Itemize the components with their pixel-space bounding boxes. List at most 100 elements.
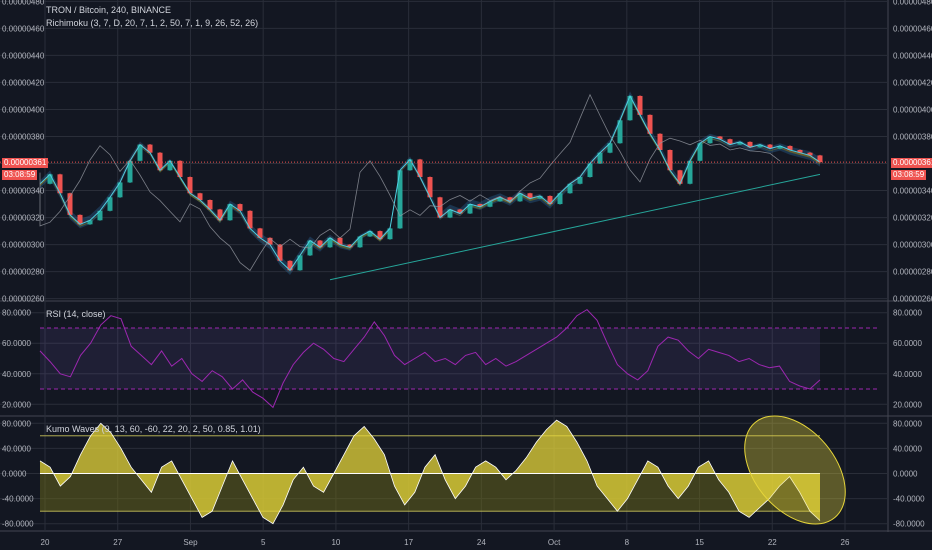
- trend-line: [329, 173, 821, 281]
- candle-body: [317, 240, 323, 248]
- y-tick-label-left: 0.00000480: [2, 0, 45, 6]
- candle-body: [497, 197, 503, 202]
- x-tick-label: 27: [113, 538, 122, 547]
- candle-body: [127, 160, 133, 183]
- candle-body: [97, 210, 103, 221]
- kumo-waves-indicator-label[interactable]: Kumo Waves (9, 13, 60, -60, 22, 20, 2, 5…: [46, 424, 261, 434]
- candle-body: [207, 200, 213, 210]
- candle-body: [737, 141, 743, 145]
- y-tick-label-right: -40.0000: [893, 495, 925, 504]
- y-tick-label-left: 0.00000380: [2, 132, 45, 141]
- y-tick-label-left: 0.00000460: [2, 24, 45, 33]
- candle-body: [487, 201, 493, 207]
- candle-body: [657, 133, 663, 150]
- x-tick-label: 26: [841, 538, 850, 547]
- y-tick-label-right: 80.0000: [893, 419, 922, 428]
- y-tick-label-left: 40.0000: [2, 444, 31, 453]
- candle-body: [147, 144, 153, 153]
- candle-body: [197, 193, 203, 200]
- candle-body: [677, 170, 683, 184]
- lagging-span-line: [39, 93, 781, 272]
- y-tick-label-right: 40.0000: [893, 444, 922, 453]
- y-tick-label-left: 0.0000: [2, 470, 27, 479]
- candle-body: [817, 155, 823, 163]
- candle-body: [637, 95, 643, 115]
- candle-body: [87, 220, 93, 225]
- candle-body: [407, 159, 413, 171]
- y-tick-label-right: 0.00000380: [893, 132, 932, 141]
- candle-body: [787, 145, 793, 150]
- x-tick-label: Sep: [183, 538, 198, 547]
- highlight-ellipse: [744, 415, 846, 525]
- y-tick-label-right: 20.0000: [893, 400, 922, 409]
- candle-body: [77, 214, 83, 225]
- kumo-wave-line: [39, 419, 821, 525]
- candle-body: [137, 144, 143, 161]
- candle-body: [467, 204, 473, 214]
- x-tick-label: 17: [404, 538, 413, 547]
- y-tick-label-right: 0.00000460: [893, 24, 932, 33]
- candle-body: [167, 160, 173, 171]
- candle-body: [557, 193, 563, 205]
- candle-body: [577, 177, 583, 184]
- candle-body: [777, 145, 783, 149]
- rsi-band: [40, 327, 820, 390]
- candle-body: [187, 177, 193, 194]
- y-tick-label-left: 0.00000420: [2, 78, 45, 87]
- x-tick-label: 10: [331, 538, 340, 547]
- x-tick-label: 20: [41, 538, 50, 547]
- y-tick-label-right: 0.00000400: [893, 105, 932, 114]
- x-tick-label: 8: [625, 538, 630, 547]
- rsi-line: [39, 308, 821, 409]
- candle-body: [537, 195, 543, 199]
- candle-body: [617, 120, 623, 144]
- candle-body: [507, 197, 513, 202]
- candle-body: [367, 231, 373, 237]
- candle-body: [687, 160, 693, 184]
- candle-body: [117, 182, 123, 198]
- kumo-wave-area: [40, 420, 820, 524]
- candle-body: [337, 237, 343, 245]
- candle-body: [417, 159, 423, 178]
- candle-body: [357, 236, 363, 248]
- y-tick-label-left: 80.0000: [2, 419, 31, 428]
- candle-body: [727, 139, 733, 145]
- x-tick-label: 24: [477, 538, 486, 547]
- y-tick-label-right: 0.00000420: [893, 78, 932, 87]
- y-tick-label-right: 0.00000480: [893, 0, 932, 6]
- candle-body: [297, 255, 303, 271]
- candle-body: [597, 152, 603, 164]
- y-tick-label-left: 80.0000: [2, 309, 31, 318]
- candle-body: [767, 144, 773, 149]
- x-tick-label: Oct: [548, 538, 561, 547]
- y-tick-label-right: 0.00000320: [893, 214, 932, 223]
- y-tick-label-left: 60.0000: [2, 339, 31, 348]
- candle-body: [57, 174, 63, 194]
- candle-body: [237, 204, 243, 211]
- candle-body: [667, 150, 673, 171]
- candle-body: [277, 244, 283, 261]
- ichimoku-indicator-label[interactable]: Richimoku (3, 7, D, 20, 7, 1, 2, 50, 7, …: [46, 18, 259, 28]
- y-tick-label-right: -80.0000: [893, 520, 925, 529]
- y-tick-label-right: 40.0000: [893, 370, 922, 379]
- chart-title: TRON / Bitcoin, 240, BINANCE: [46, 5, 172, 15]
- candle-body: [627, 95, 633, 121]
- candle-body: [747, 141, 753, 148]
- y-tick-label-left: 0.00000440: [2, 51, 45, 60]
- y-tick-label-right: 0.00000260: [893, 295, 932, 304]
- y-tick-label-left: 0.00000340: [2, 187, 45, 196]
- candle-body: [797, 150, 803, 153]
- candle-body: [327, 237, 333, 248]
- candle-body: [707, 136, 713, 144]
- candle-body: [257, 228, 263, 238]
- candle-body: [547, 195, 553, 205]
- candle-body: [697, 143, 703, 161]
- candle-body: [177, 160, 183, 178]
- left-time-tag: 03:08:59: [2, 170, 38, 180]
- y-tick-label-right: 60.0000: [893, 339, 922, 348]
- candle-body: [807, 152, 813, 156]
- rsi-indicator-label[interactable]: RSI (14, close): [46, 309, 106, 319]
- x-tick-label: 5: [261, 538, 266, 547]
- candle-body: [217, 209, 223, 221]
- y-tick-label-left: -80.0000: [2, 520, 34, 529]
